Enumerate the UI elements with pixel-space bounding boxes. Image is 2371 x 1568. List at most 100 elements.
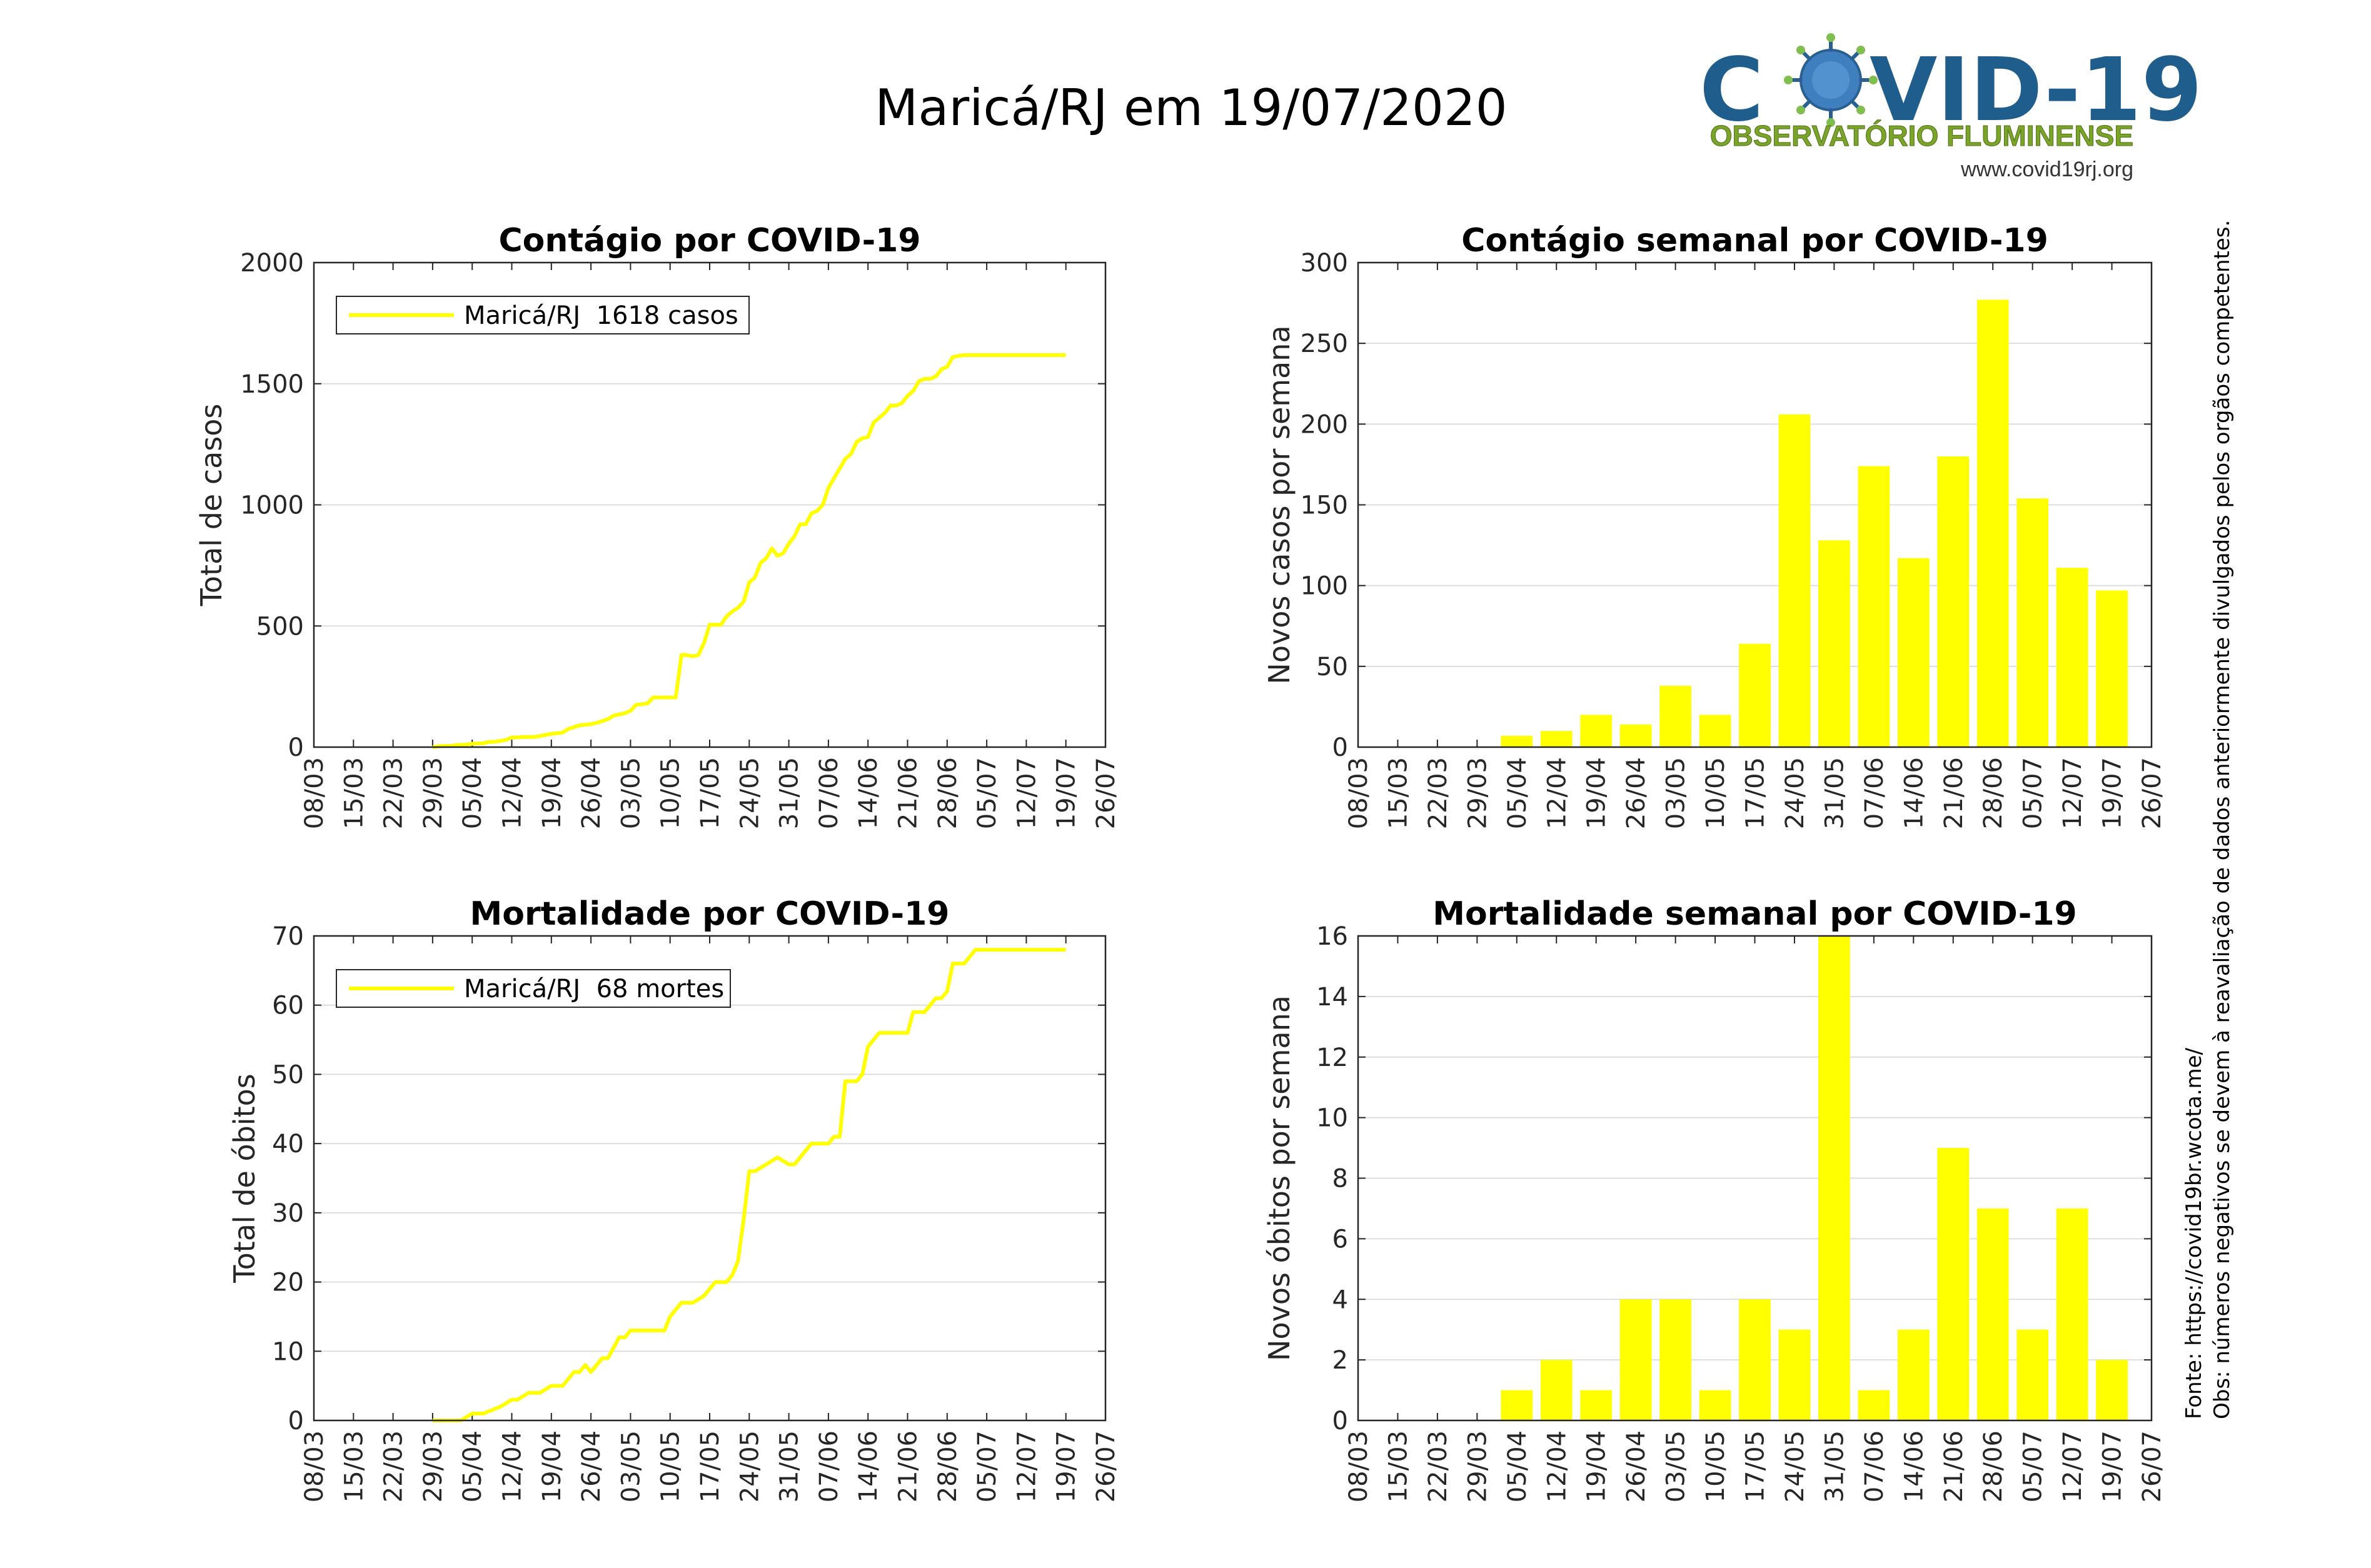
bar-24-05 — [1778, 1329, 1811, 1420]
legend: Maricá/RJ 1618 casos — [336, 296, 750, 334]
bar-03-05 — [1659, 1299, 1691, 1420]
y-tick-label: 100 — [1301, 572, 1348, 601]
x-tick-label: 15/03 — [1384, 1430, 1412, 1502]
bar-19-07 — [2096, 590, 2128, 747]
bar-17-05 — [1739, 1299, 1771, 1420]
x-tick-label: 21/06 — [1940, 1430, 1968, 1502]
x-tick-label: 07/06 — [815, 1430, 843, 1502]
y-tick-label: 2 — [1332, 1346, 1348, 1375]
cases-weekly-chart: 0 50 100 150 200 250 300 08/03 15/03 22/03 29/03 05… — [1262, 222, 2167, 829]
y-tick-label: 70 — [272, 922, 304, 951]
bar-28-06 — [1976, 1208, 2009, 1420]
y-tick-label: 50 — [1316, 653, 1348, 681]
x-tick-label: 19/07 — [1052, 1430, 1081, 1502]
x-tick-label: 19/04 — [538, 757, 566, 829]
plot-area — [314, 936, 1105, 1420]
bar-12-07 — [2056, 1208, 2088, 1420]
bar-07-06 — [1858, 466, 1890, 747]
bar-31-05 — [1818, 936, 1850, 1420]
x-tick-label: 10/05 — [1701, 1430, 1730, 1502]
x-tick-label: 10/05 — [657, 757, 685, 829]
x-tick-label: 28/06 — [934, 757, 962, 829]
y-tick-label: 0 — [1332, 1407, 1348, 1435]
x-tick-label: 26/07 — [2138, 1430, 2167, 1502]
x-tick-label: 17/05 — [696, 757, 725, 829]
x-tick-label: 03/05 — [1662, 757, 1691, 829]
bar-14-06 — [1897, 558, 1930, 747]
x-tick-label: 22/03 — [380, 1430, 408, 1502]
bar-05-07 — [2016, 1329, 2049, 1420]
bar-12-04 — [1540, 731, 1573, 747]
x-tick-label: 05/07 — [2019, 1430, 2048, 1502]
series-line-0 — [432, 353, 1066, 749]
bar-17-05 — [1739, 643, 1771, 747]
x-tick-label: 31/05 — [1820, 1430, 1849, 1502]
deaths-weekly-chart: 0 2 4 6 8 10 12 14 16 08/03 15/03 22/03 29/03 05/04 12… — [1262, 895, 2167, 1502]
x-tick-label: 08/03 — [300, 1430, 329, 1502]
x-tick-label: 12/07 — [2058, 1430, 2087, 1502]
deaths-cumulative-chart: 0 10 20 30 40 50 60 70 08/03 15/03 22/03 29/03 05/04… — [228, 895, 1120, 1502]
x-tick-label: 07/06 — [1860, 757, 1889, 829]
x-tick-label: 07/06 — [815, 757, 843, 829]
bar-03-05 — [1659, 685, 1691, 747]
bar-05-04 — [1501, 735, 1533, 747]
x-tick-label: 14/06 — [1900, 757, 1928, 829]
bar-10-05 — [1699, 1390, 1731, 1420]
y-tick-label: 60 — [272, 992, 304, 1020]
x-tick-label: 29/03 — [419, 1430, 448, 1502]
bar-19-04 — [1580, 715, 1613, 747]
bar-05-07 — [2016, 498, 2049, 747]
x-tick-label: 05/04 — [1503, 1430, 1532, 1502]
virus-icon — [1784, 33, 1878, 127]
x-tick-label: 24/05 — [1781, 757, 1810, 829]
y-tick-label: 500 — [256, 612, 304, 641]
x-tick-label: 19/07 — [2098, 1430, 2127, 1502]
chart-title: Contágio por COVID-19 — [498, 222, 920, 259]
y-tick-label: 12 — [1316, 1043, 1348, 1072]
source-note: Fonte: https://covid19br.wcota.me/ — [2182, 1047, 2207, 1419]
covid19-observatorio-logo: C VID-19 OBSERVATÓRIO FLUMINENSE — [1699, 33, 2202, 181]
axes-frame — [313, 261, 1107, 748]
x-tick-label: 26/04 — [1622, 1430, 1651, 1502]
x-tick-label: 08/03 — [300, 757, 329, 829]
y-axis-label: Total de casos — [194, 404, 228, 607]
x-tick-label: 29/03 — [1463, 1430, 1492, 1502]
x-tick-label: 17/05 — [696, 1430, 725, 1502]
x-tick-label: 07/06 — [1860, 1430, 1889, 1502]
figure-title: Maricá/RJ em 19/07/2020 — [875, 79, 1507, 137]
bar-21-06 — [1937, 1148, 1970, 1420]
cases-cumulative-chart: 0 500 1000 1500 2000 08/03 15/03 22/03 29/03 05/0… — [194, 222, 1120, 829]
x-tick-label: 22/03 — [1424, 1430, 1452, 1502]
x-tick-label: 29/03 — [1463, 757, 1492, 829]
x-tick-label: 26/07 — [1092, 757, 1120, 829]
x-tick-label: 31/05 — [1820, 757, 1849, 829]
y-tick-label: 0 — [288, 1407, 304, 1435]
y-tick-label: 0 — [288, 733, 304, 762]
chart-title: Mortalidade semanal por COVID-19 — [1432, 895, 2077, 933]
x-tick-label: 14/06 — [1900, 1430, 1928, 1502]
x-tick-label: 19/04 — [1583, 1430, 1611, 1502]
obs-note: Obs: números negativos se devem à reaval… — [2210, 220, 2235, 1419]
y-tick-label: 250 — [1301, 329, 1348, 358]
y-tick-label: 2000 — [240, 249, 304, 278]
x-tick-label: 26/07 — [1092, 1430, 1120, 1502]
x-tick-label: 28/06 — [934, 1430, 962, 1502]
bar-26-04 — [1619, 1299, 1652, 1420]
x-tick-label: 24/05 — [1781, 1430, 1810, 1502]
x-tick-label: 12/04 — [498, 757, 527, 829]
x-tick-label: 05/04 — [458, 1430, 487, 1502]
x-tick-label: 03/05 — [1662, 1430, 1691, 1502]
y-axis-label: Total de óbitos — [228, 1073, 261, 1283]
chart-title: Contágio semanal por COVID-19 — [1461, 222, 2048, 259]
bar-12-07 — [2056, 568, 2088, 747]
chart-title: Mortalidade por COVID-19 — [470, 895, 950, 933]
x-tick-label: 26/04 — [1622, 757, 1651, 829]
x-tick-label: 28/06 — [1979, 1430, 2008, 1502]
x-tick-label: 21/06 — [894, 1430, 923, 1502]
bar-14-06 — [1897, 1329, 1930, 1420]
x-tick-label: 12/04 — [1543, 757, 1571, 829]
x-tick-label: 24/05 — [735, 1430, 764, 1502]
x-tick-label: 03/05 — [617, 757, 645, 829]
y-tick-label: 10 — [1316, 1104, 1348, 1133]
y-tick-label: 0 — [1332, 733, 1348, 762]
